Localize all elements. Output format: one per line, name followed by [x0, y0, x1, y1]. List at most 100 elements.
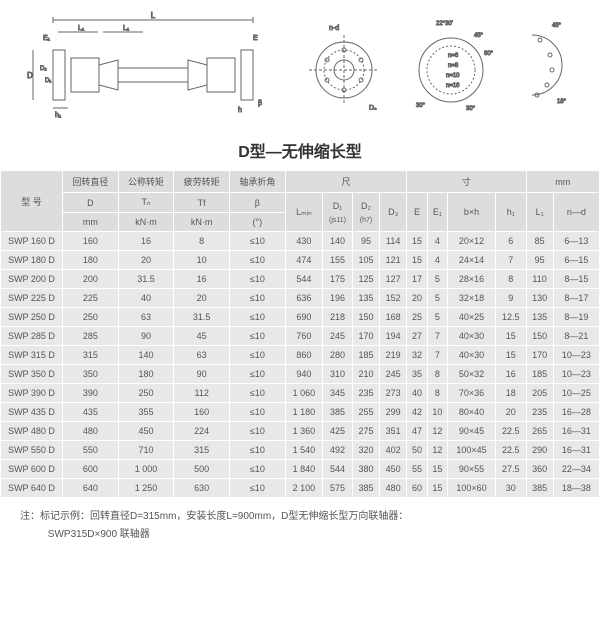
cell-bxh: 100×60 [448, 479, 496, 498]
cell-D2: 95 [352, 232, 379, 251]
cell-h1: 15 [495, 327, 526, 346]
unit-kNm1: kN·m [118, 213, 174, 232]
cell-nd: 8—21 [553, 327, 599, 346]
svg-text:22°30': 22°30' [436, 21, 453, 27]
unit-mm: mm [63, 213, 119, 232]
cell-bxh: 90×45 [448, 422, 496, 441]
cell-bxh: 28×16 [448, 270, 496, 289]
cell-Lmin: 1 060 [285, 384, 322, 403]
cell-model: SWP 225 D [1, 289, 63, 308]
table-row: SWP 180 D1802010≤1047415510512115424×147… [1, 251, 600, 270]
cell-D3: 299 [380, 403, 407, 422]
cell-E1: 4 [427, 251, 447, 270]
col-nd: n—d [553, 193, 599, 232]
svg-text:E₁: E₁ [43, 35, 51, 42]
cell-Tn: 1 250 [118, 479, 174, 498]
cell-L1: 130 [526, 289, 553, 308]
cell-E1: 8 [427, 365, 447, 384]
cell-L1: 150 [526, 327, 553, 346]
table-row: SWP 315 D31514063≤1086028018521932740×30… [1, 346, 600, 365]
table-row: SWP 350 D35018090≤1094031021024535850×32… [1, 365, 600, 384]
cell-D1: 196 [323, 289, 353, 308]
cell-L1: 135 [526, 308, 553, 327]
cell-D3: 351 [380, 422, 407, 441]
cell-D3: 219 [380, 346, 407, 365]
cell-D2: 255 [352, 403, 379, 422]
cell-D: 640 [63, 479, 119, 498]
cell-E1: 12 [427, 441, 447, 460]
svg-text:n=6: n=6 [448, 53, 459, 59]
cell-Tn: 710 [118, 441, 174, 460]
table-row: SWP 550 D550710315≤101 54049232040250121… [1, 441, 600, 460]
cell-E: 50 [407, 441, 427, 460]
cell-L1: 265 [526, 422, 553, 441]
cell-beta: ≤10 [230, 403, 286, 422]
cell-D: 200 [63, 270, 119, 289]
cell-Lmin: 1 540 [285, 441, 322, 460]
cell-D1: 385 [323, 403, 353, 422]
cell-E: 25 [407, 308, 427, 327]
cell-D1: 175 [323, 270, 353, 289]
flange-bolt-pattern: 22°30'45° 60° n=6n=8 n=10n=16 30°30° [406, 15, 496, 115]
svg-text:D: D [27, 71, 33, 80]
cell-Tn: 1 000 [118, 460, 174, 479]
cell-E: 15 [407, 232, 427, 251]
svg-text:30°: 30° [466, 106, 476, 112]
cell-nd: 8—15 [553, 270, 599, 289]
cell-E1: 12 [427, 422, 447, 441]
cell-Lmin: 690 [285, 308, 322, 327]
col-bxh: b×h [448, 193, 496, 232]
svg-text:n=16: n=16 [446, 83, 460, 89]
cell-D2: 185 [352, 346, 379, 365]
cell-L1: 185 [526, 365, 553, 384]
cell-E: 47 [407, 422, 427, 441]
cell-D3: 450 [380, 460, 407, 479]
cell-beta: ≤10 [230, 460, 286, 479]
cell-Tf: 63 [174, 346, 230, 365]
cell-bxh: 80×40 [448, 403, 496, 422]
cell-h1: 6 [495, 232, 526, 251]
cell-h1: 20 [495, 403, 526, 422]
cell-D: 550 [63, 441, 119, 460]
cell-D: 180 [63, 251, 119, 270]
svg-text:h: h [238, 107, 242, 114]
table-row: SWP 480 D480450224≤101 36042527535147129… [1, 422, 600, 441]
unit-kNm2: kN·m [174, 213, 230, 232]
cell-bxh: 32×18 [448, 289, 496, 308]
cell-D: 315 [63, 346, 119, 365]
table-row: SWP 640 D6401 250630≤102 100575385480601… [1, 479, 600, 498]
cell-beta: ≤10 [230, 308, 286, 327]
svg-text:β: β [258, 100, 262, 107]
cell-Lmin: 1 840 [285, 460, 322, 479]
cell-Tn: 140 [118, 346, 174, 365]
cell-Lmin: 860 [285, 346, 322, 365]
col-L1: L₁ [526, 193, 553, 232]
cell-Lmin: 2 100 [285, 479, 322, 498]
cell-beta: ≤10 [230, 232, 286, 251]
cell-beta: ≤10 [230, 346, 286, 365]
col-fatigue: 疲劳转矩 [174, 171, 230, 193]
cell-D3: 402 [380, 441, 407, 460]
cell-nd: 16—31 [553, 422, 599, 441]
cell-E1: 5 [427, 308, 447, 327]
cell-Tf: 112 [174, 384, 230, 403]
cell-Tn: 180 [118, 365, 174, 384]
cell-Tn: 450 [118, 422, 174, 441]
cell-D: 600 [63, 460, 119, 479]
cell-D2: 125 [352, 270, 379, 289]
col-Tn: Tₙ [118, 193, 174, 213]
cell-E1: 7 [427, 346, 447, 365]
cell-h1: 22.5 [495, 441, 526, 460]
cell-Tf: 630 [174, 479, 230, 498]
cell-E: 15 [407, 251, 427, 270]
cell-model: SWP 640 D [1, 479, 63, 498]
cell-D1: 345 [323, 384, 353, 403]
cell-Tn: 63 [118, 308, 174, 327]
cell-model: SWP 285 D [1, 327, 63, 346]
cell-model: SWP 435 D [1, 403, 63, 422]
cell-Lmin: 1 360 [285, 422, 322, 441]
cell-h1: 7 [495, 251, 526, 270]
table-title: D型—无伸缩长型 [0, 130, 600, 170]
cell-Tf: 315 [174, 441, 230, 460]
cell-bxh: 40×30 [448, 346, 496, 365]
